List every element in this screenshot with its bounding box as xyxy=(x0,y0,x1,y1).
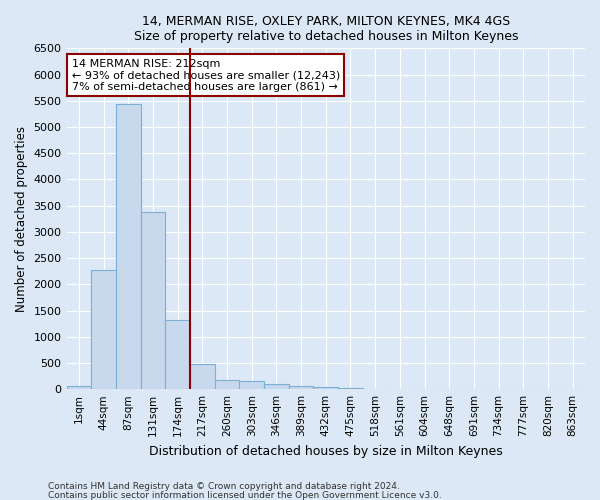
Bar xyxy=(165,320,190,389)
Y-axis label: Number of detached properties: Number of detached properties xyxy=(15,126,28,312)
Text: Contains public sector information licensed under the Open Government Licence v3: Contains public sector information licen… xyxy=(48,490,442,500)
Bar xyxy=(140,212,165,389)
Bar xyxy=(264,384,289,389)
Bar xyxy=(91,270,116,389)
Bar xyxy=(116,104,140,389)
Text: 14 MERMAN RISE: 212sqm
← 93% of detached houses are smaller (12,243)
7% of semi-: 14 MERMAN RISE: 212sqm ← 93% of detached… xyxy=(72,58,340,92)
Bar xyxy=(239,382,264,389)
Bar xyxy=(67,386,91,389)
Title: 14, MERMAN RISE, OXLEY PARK, MILTON KEYNES, MK4 4GS
Size of property relative to: 14, MERMAN RISE, OXLEY PARK, MILTON KEYN… xyxy=(134,15,518,43)
Bar xyxy=(289,386,313,389)
Bar xyxy=(215,380,239,389)
Bar xyxy=(190,364,215,389)
Bar xyxy=(363,388,388,389)
X-axis label: Distribution of detached houses by size in Milton Keynes: Distribution of detached houses by size … xyxy=(149,444,503,458)
Text: Contains HM Land Registry data © Crown copyright and database right 2024.: Contains HM Land Registry data © Crown c… xyxy=(48,482,400,491)
Bar xyxy=(338,388,363,389)
Bar xyxy=(313,387,338,389)
